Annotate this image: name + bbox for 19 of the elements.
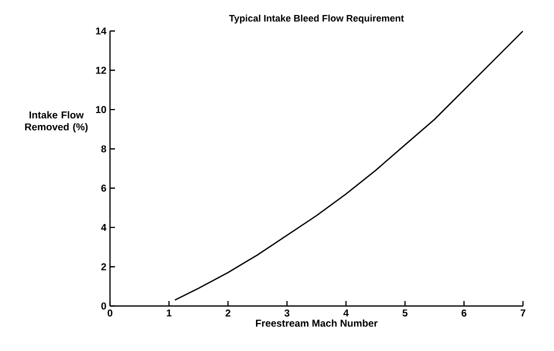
x-axis-title: Freestream Mach Number <box>256 319 378 327</box>
x-tick-label: 7 <box>520 310 526 316</box>
x-tick-label: 5 <box>402 310 408 316</box>
y-tick-label: 10 <box>96 106 106 114</box>
x-tick-label: 0 <box>108 310 112 317</box>
y-tick-label: 6 <box>101 184 106 192</box>
y-axis-title: Intake Flow Removed (%) <box>25 111 88 132</box>
x-tick-label: 6 <box>462 310 466 317</box>
x-tick-label: 3 <box>284 310 290 317</box>
x-tick-label: 4 <box>343 310 349 316</box>
y-tick-label: 0 <box>101 302 106 310</box>
y-tick-label: 2 <box>101 263 106 270</box>
x-tick-label: 2 <box>226 310 230 316</box>
y-tick-label: 4 <box>101 224 106 231</box>
y-tick-label: 14 <box>96 28 106 34</box>
y-tick-label: 12 <box>96 66 106 74</box>
chart-title: Typical Intake Bleed Flow Requirement <box>229 14 404 24</box>
y-tick-label: 8 <box>101 145 106 152</box>
x-tick-label: 1 <box>166 310 172 316</box>
